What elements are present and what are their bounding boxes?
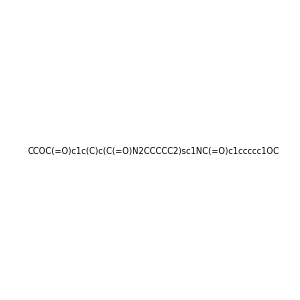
Text: CCOC(=O)c1c(C)c(C(=O)N2CCCCC2)sc1NC(=O)c1ccccc1OC: CCOC(=O)c1c(C)c(C(=O)N2CCCCC2)sc1NC(=O)c… xyxy=(28,147,280,156)
